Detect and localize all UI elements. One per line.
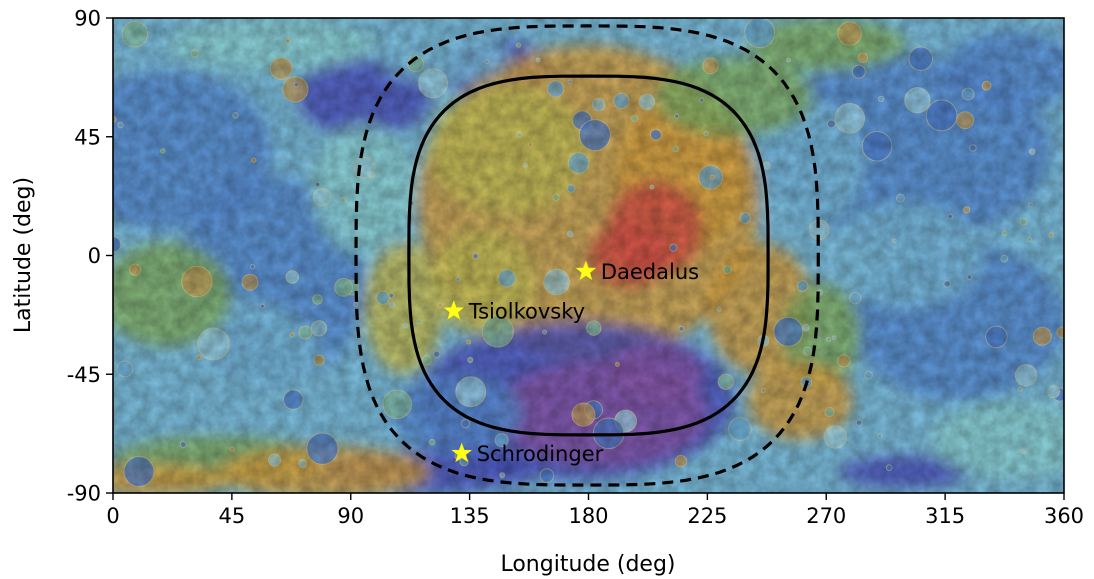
- y-axis-label: Latitude (deg): [11, 177, 36, 333]
- y-tick-label: -45: [67, 363, 101, 387]
- x-tick-label: 225: [687, 504, 727, 528]
- y-tick-label: -90: [67, 482, 101, 506]
- x-tick-label: 0: [106, 504, 119, 528]
- x-axis-label: Longitude (deg): [500, 552, 675, 577]
- x-tick-label: 45: [219, 504, 246, 528]
- site-marker-schrodinger: [451, 442, 473, 463]
- x-tick-label: 270: [806, 504, 846, 528]
- y-tick-label: 45: [74, 125, 101, 149]
- x-axis: 0 45 90 135 180 225 270 315 360: [106, 493, 1084, 528]
- inner-solid-boundary: [407, 74, 770, 437]
- x-tick-label: 360: [1044, 504, 1084, 528]
- y-tick-label: 0: [88, 244, 101, 268]
- y-axis: 90 45 0 -45 -90: [67, 7, 113, 506]
- outer-dashed-boundary: [354, 24, 820, 487]
- boundary-layer: [354, 24, 820, 487]
- x-tick-label: 180: [568, 504, 608, 528]
- plot-area: Daedalus Tsiolkovsky Schrodinger: [113, 18, 1064, 493]
- x-tick-label: 315: [925, 504, 965, 528]
- site-label-daedalus: Daedalus: [601, 260, 699, 284]
- surface-texture: [113, 18, 1064, 493]
- site-layer: Daedalus Tsiolkovsky Schrodinger: [443, 260, 699, 466]
- y-tick-label: 90: [74, 7, 101, 31]
- site-marker-daedalus: [575, 260, 597, 281]
- site-label-tsiolkovsky: Tsiolkovsky: [468, 299, 585, 323]
- x-tick-label: 135: [450, 504, 490, 528]
- x-tick-label: 90: [337, 504, 364, 528]
- site-marker-tsiolkovsky: [443, 300, 465, 320]
- site-label-schrodinger: Schrodinger: [477, 442, 604, 466]
